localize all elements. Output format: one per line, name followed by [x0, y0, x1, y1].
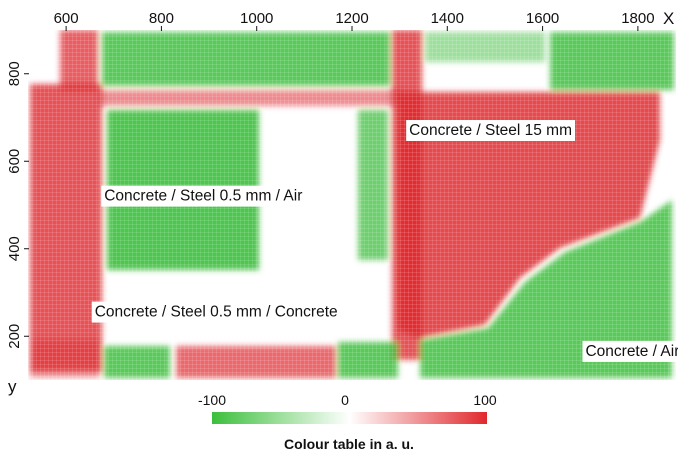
region-label: Concrete / Steel 0.5 mm / Air — [101, 185, 306, 207]
colorbar-mid-label: 0 — [341, 392, 349, 408]
y-tick-label: 800 — [6, 61, 23, 86]
region-label-text: Concrete / Steel 0.5 mm / Concrete — [95, 304, 338, 321]
x-axis-label: X — [663, 9, 674, 28]
colorbar-max-label: 100 — [473, 392, 497, 408]
y-tick-label: 600 — [6, 149, 23, 174]
region-label-text: Concrete / Steel 0.5 mm / Air — [104, 188, 302, 205]
region-label: Concrete / Steel 0.5 mm / Concrete — [91, 301, 341, 323]
y-tick-label: 400 — [6, 236, 23, 261]
colorbar-gradient — [212, 412, 487, 424]
x-tick-label: 1800 — [621, 10, 654, 27]
y-axis-ticks: 200 400 600 800 — [6, 61, 29, 349]
x-tick-label: 1000 — [240, 10, 273, 27]
x-tick-label: 1200 — [335, 10, 368, 27]
x-tick-label: 1600 — [526, 10, 559, 27]
x-tick-label: 600 — [54, 10, 79, 27]
region-label: Concrete / Air — [582, 340, 678, 362]
x-tick-label: 1400 — [431, 10, 464, 27]
y-tick-label: 200 — [6, 324, 23, 349]
region-label-text: Concrete / Air — [585, 343, 678, 360]
plot-area — [28, 30, 676, 380]
region-labels: Concrete / Steel 15 mm Concrete / Steel 0… — [91, 120, 678, 362]
colorbar-min-label: -100 — [198, 392, 226, 408]
x-axis-ticks: 600 800 1000 1200 1400 1600 1800 — [54, 10, 655, 31]
colorbar: -100 0 100 Colour table in a. u. — [198, 392, 497, 452]
region-label-text: Concrete / Steel 15 mm — [409, 122, 572, 139]
y-axis-label: y — [8, 377, 17, 396]
region-label: Concrete / Steel 15 mm — [406, 120, 576, 141]
x-tick-label: 800 — [149, 10, 174, 27]
colorbar-title: Colour table in a. u. — [284, 436, 414, 452]
